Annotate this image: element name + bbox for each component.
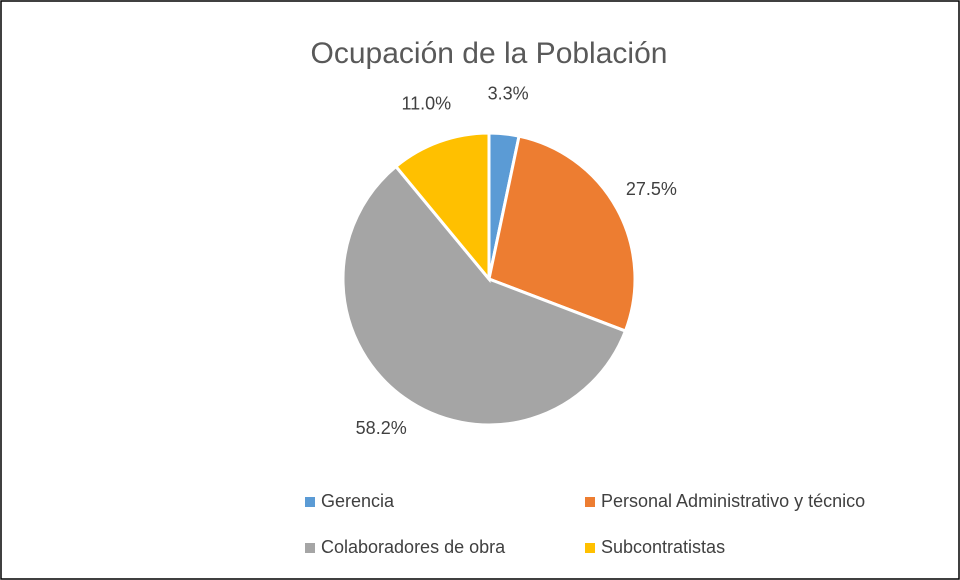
data-label: 27.5%	[626, 179, 677, 199]
legend-swatch	[305, 543, 315, 553]
chart-title: Ocupación de la Población	[311, 37, 668, 70]
legend-label: Colaboradores de obra	[321, 537, 506, 557]
legend-swatch	[305, 497, 315, 507]
legend-label: Subcontratistas	[601, 537, 725, 557]
legend-swatch	[585, 497, 595, 507]
data-label: 58.2%	[356, 418, 407, 438]
data-label: 11.0%	[401, 94, 451, 114]
legend-swatch	[585, 543, 595, 553]
legend-label: Gerencia	[321, 491, 395, 511]
data-label: 3.3%	[488, 84, 529, 104]
pie-slice	[341, 164, 628, 427]
legend-label: Personal Administrativo y técnico	[601, 491, 865, 511]
pie-slice	[487, 134, 637, 333]
pie-slice	[393, 131, 491, 284]
